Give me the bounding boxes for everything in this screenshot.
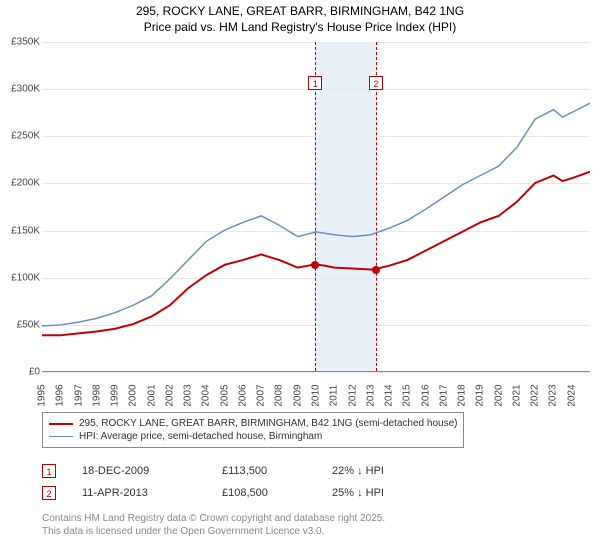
x-axis-label: 2018	[457, 384, 468, 406]
x-axis-label: 2020	[493, 384, 504, 406]
table-marker-box: 1	[42, 464, 56, 478]
x-axis-label: 2014	[384, 384, 395, 406]
x-axis-label: 2013	[365, 384, 376, 406]
x-axis-label: 2011	[329, 385, 340, 407]
y-axis-label: £0	[2, 367, 40, 378]
title-line-2: Price paid vs. HM Land Registry's House …	[0, 20, 600, 36]
y-axis-label: £50K	[2, 319, 40, 330]
y-axis-label: £150K	[2, 225, 40, 236]
title-line-1: 295, ROCKY LANE, GREAT BARR, BIRMINGHAM,…	[0, 4, 600, 20]
x-axis-label: 1996	[55, 384, 66, 406]
x-axis-label: 2000	[128, 384, 139, 406]
x-axis-label: 2004	[201, 384, 212, 406]
legend: 295, ROCKY LANE, GREAT BARR, BIRMINGHAM,…	[42, 412, 464, 448]
table-price: £108,500	[222, 487, 332, 499]
y-axis-label: £300K	[2, 84, 40, 95]
x-axis-label: 2010	[311, 384, 322, 406]
x-axis-label: 2006	[237, 384, 248, 406]
series-svg	[42, 42, 590, 371]
legend-row: 295, ROCKY LANE, GREAT BARR, BIRMINGHAM,…	[49, 417, 457, 430]
x-axis-label: 2019	[475, 384, 486, 406]
x-axis-label: 1998	[91, 384, 102, 406]
table-date: 18-DEC-2009	[82, 465, 222, 477]
table-pct: 25% ↓ HPI	[332, 487, 452, 499]
footer-line-2: This data is licensed under the Open Gov…	[42, 525, 385, 538]
footer-attribution: Contains HM Land Registry data © Crown c…	[42, 512, 385, 538]
chart-title: 295, ROCKY LANE, GREAT BARR, BIRMINGHAM,…	[0, 0, 600, 35]
x-axis-label: 2015	[402, 384, 413, 406]
x-axis-label: 1997	[73, 384, 84, 406]
legend-swatch	[49, 423, 73, 425]
x-axis-label: 2021	[511, 384, 522, 406]
x-axis-label: 2016	[420, 384, 431, 406]
x-axis-label: 2001	[146, 384, 157, 406]
legend-label: HPI: Average price, semi-detached house,…	[79, 431, 322, 442]
x-axis-label: 2017	[438, 384, 449, 406]
chart-area: 12 £0£50K£100K£150K£200K£250K£300K£350K …	[2, 42, 598, 402]
x-axis-label: 2024	[566, 384, 577, 406]
x-axis-label: 2008	[274, 384, 285, 406]
legend-label: 295, ROCKY LANE, GREAT BARR, BIRMINGHAM,…	[79, 418, 457, 429]
x-axis-label: 2022	[530, 384, 541, 406]
x-axis-label: 2007	[256, 384, 267, 406]
x-axis-label: 2005	[219, 384, 230, 406]
x-axis-label: 2012	[347, 384, 358, 406]
x-axis-label: 2023	[548, 384, 559, 406]
legend-swatch	[49, 436, 73, 438]
x-axis-label: 1999	[110, 384, 121, 406]
marker-table: 1 18-DEC-2009£113,50022% ↓ HPI 2 11-APR-201…	[42, 460, 452, 504]
y-axis-label: £250K	[2, 131, 40, 142]
y-axis-label: £200K	[2, 178, 40, 189]
table-row: 1 18-DEC-2009£113,50022% ↓ HPI	[42, 460, 452, 482]
table-row: 2 11-APR-2013£108,50025% ↓ HPI	[42, 482, 452, 504]
table-marker-box: 2	[42, 486, 56, 500]
x-axis-label: 1995	[37, 384, 48, 406]
table-pct: 22% ↓ HPI	[332, 465, 452, 477]
y-axis-label: £100K	[2, 272, 40, 283]
y-axis-label: £350K	[2, 37, 40, 48]
plot-region: 12	[42, 42, 590, 372]
footer-line-1: Contains HM Land Registry data © Crown c…	[42, 512, 385, 525]
x-axis-label: 2009	[292, 384, 303, 406]
series-line-price_paid	[42, 172, 590, 336]
x-axis-label: 2003	[183, 384, 194, 406]
table-date: 11-APR-2013	[82, 487, 222, 499]
legend-row: HPI: Average price, semi-detached house,…	[49, 430, 457, 443]
gridline	[42, 372, 590, 373]
table-price: £113,500	[222, 465, 332, 477]
series-line-hpi	[42, 103, 590, 326]
x-axis-label: 2002	[164, 384, 175, 406]
